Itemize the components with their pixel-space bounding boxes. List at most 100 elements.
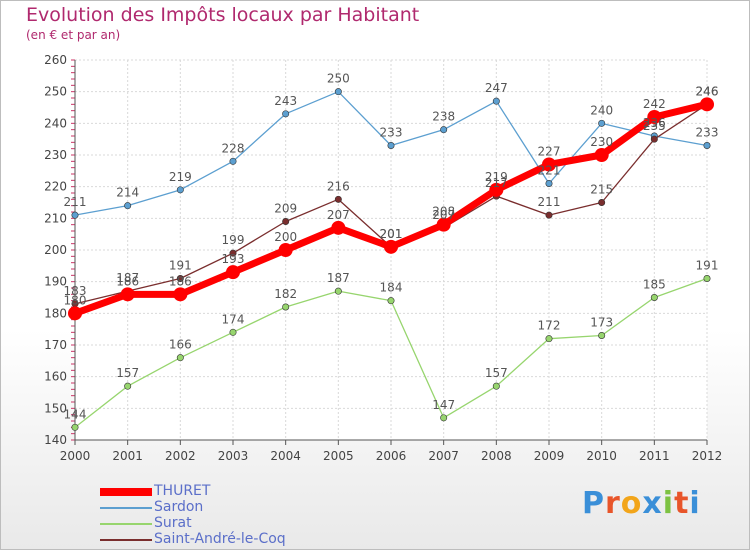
data-label-saint-andre-le-coq: 199 [222, 233, 245, 247]
data-point-thuret [489, 182, 504, 197]
data-point-surat [440, 414, 448, 422]
data-point-sardon [229, 157, 237, 165]
y-tick-label: 190 [44, 275, 67, 289]
x-tick-label: 2003 [218, 449, 249, 463]
x-tick-label: 2002 [165, 449, 196, 463]
data-label-saint-andre-le-coq: 207 [432, 208, 455, 222]
data-label-saint-andre-le-coq: 235 [643, 119, 666, 133]
data-point-saint-andre-le-coq [282, 218, 290, 226]
legend-label-sardon: Sardon [154, 499, 204, 515]
legend-item-surat: Surat [100, 515, 360, 532]
y-tick-label: 240 [44, 116, 67, 130]
data-label-saint-andre-le-coq: 201 [380, 227, 403, 241]
y-tick-label: 150 [44, 401, 67, 415]
data-point-thuret [542, 157, 556, 172]
data-label-saint-andre-le-coq: 183 [64, 284, 87, 298]
data-point-thuret [436, 217, 451, 232]
data-point-surat [71, 423, 79, 431]
data-point-sardon [387, 142, 395, 150]
data-label-saint-andre-le-coq: 217 [485, 176, 508, 190]
data-label-thuret: 242 [643, 97, 666, 111]
y-tick-label: 250 [44, 85, 67, 99]
data-label-sardon: 221 [538, 164, 561, 178]
data-point-thuret [331, 220, 346, 235]
y-tick-label: 160 [44, 370, 67, 384]
data-label-sardon: 228 [222, 141, 245, 155]
data-label-thuret: 219 [485, 170, 508, 184]
data-label-saint-andre-le-coq: 187 [116, 271, 139, 285]
data-point-surat [334, 287, 342, 295]
y-tick-label: 200 [44, 243, 67, 257]
data-point-sardon [282, 110, 290, 118]
data-label-surat: 157 [116, 366, 139, 380]
data-point-saint-andre-le-coq [650, 135, 658, 143]
data-point-thuret [226, 265, 240, 280]
data-point-thuret [120, 287, 135, 302]
y-tick-label: 220 [44, 180, 67, 194]
data-label-saint-andre-le-coq: 191 [169, 259, 192, 273]
data-point-thuret [384, 239, 398, 254]
legend-item-thuret: THURET [100, 483, 360, 500]
data-point-saint-andre-le-coq [598, 199, 606, 207]
data-point-thuret [173, 287, 188, 302]
data-label-thuret: 208 [432, 205, 455, 219]
data-point-sardon [492, 97, 500, 105]
data-label-sardon: 233 [696, 126, 719, 140]
logo-letter: t [674, 486, 690, 521]
data-point-surat [598, 331, 606, 339]
x-tick-label: 2005 [323, 449, 354, 463]
x-tick-label: 2009 [534, 449, 565, 463]
data-label-thuret: 193 [222, 252, 245, 266]
data-point-saint-andre-le-coq [545, 211, 553, 219]
data-label-surat: 187 [327, 271, 350, 285]
data-label-saint-andre-le-coq: 215 [590, 183, 613, 197]
y-tick-label: 260 [44, 53, 67, 67]
logo-letter: r [605, 486, 621, 521]
data-point-sardon [71, 211, 79, 219]
data-label-sardon: 233 [380, 126, 403, 140]
legend-swatch-sardon [100, 507, 152, 509]
data-point-surat [124, 382, 132, 390]
x-tick-label: 2000 [60, 449, 91, 463]
y-tick-label: 180 [44, 306, 67, 320]
data-point-thuret [594, 148, 609, 162]
x-tick-label: 2008 [481, 449, 512, 463]
data-label-surat: 191 [696, 259, 719, 273]
data-label-surat: 185 [643, 278, 666, 292]
data-label-surat: 172 [538, 319, 561, 333]
y-tick-label: 210 [44, 211, 67, 225]
data-label-sardon: 238 [432, 110, 455, 124]
data-point-sardon [176, 186, 184, 194]
data-point-thuret [278, 243, 293, 257]
data-label-sardon: 211 [64, 195, 87, 209]
x-tick-label: 2004 [270, 449, 301, 463]
data-label-sardon: 214 [116, 186, 139, 200]
data-label-saint-andre-le-coq: 216 [327, 179, 350, 193]
data-label-surat: 166 [169, 338, 192, 352]
data-label-saint-andre-le-coq: 211 [538, 195, 561, 209]
data-label-thuret: 186 [116, 274, 139, 288]
data-point-saint-andre-le-coq [229, 249, 237, 257]
logo-letter: i [689, 486, 701, 521]
legend-item-sardon: Sardon [100, 499, 360, 516]
x-tick-label: 2011 [639, 449, 670, 463]
data-label-saint-andre-le-coq: 246 [696, 84, 719, 98]
logo-letter: P [582, 486, 605, 521]
data-label-saint-andre-le-coq: 209 [274, 202, 297, 216]
data-point-surat [387, 297, 395, 305]
data-point-saint-andre-le-coq [176, 274, 184, 282]
y-tick-label: 170 [44, 338, 67, 352]
logo-letter: i [662, 486, 675, 521]
y-tick-label: 140 [44, 433, 67, 447]
legend-swatch-surat [100, 523, 152, 525]
data-label-thuret: 186 [169, 274, 192, 288]
logo-letter: x [642, 486, 663, 521]
data-label-thuret: 200 [274, 230, 297, 244]
legend-swatch-thuret [100, 488, 152, 496]
data-label-thuret: 201 [380, 227, 403, 241]
data-label-sardon: 247 [485, 81, 508, 95]
data-label-sardon: 240 [590, 103, 613, 117]
data-point-thuret [700, 97, 714, 112]
x-tick-label: 2010 [586, 449, 617, 463]
data-point-surat [492, 382, 500, 390]
